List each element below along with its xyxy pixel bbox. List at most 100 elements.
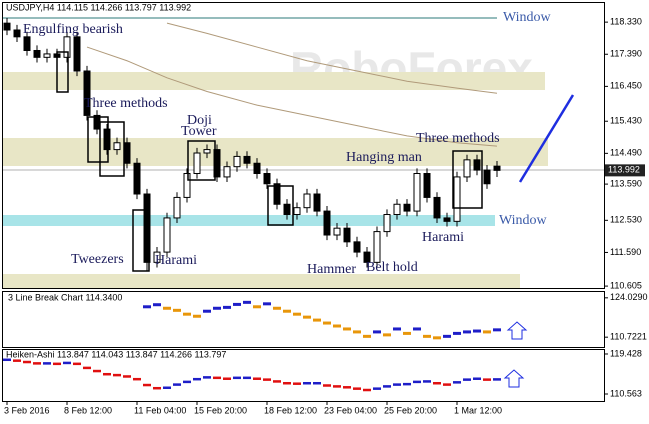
line-break-brick: [483, 330, 491, 334]
candle-body: [23, 36, 31, 51]
frame: [2, 349, 605, 402]
y-tick-label: 118.330: [610, 17, 642, 27]
heiken-ashi-bar: [433, 381, 441, 385]
line-break-brick: [333, 324, 341, 328]
y-tick-label: 119.428: [610, 348, 642, 358]
candle-body: [253, 162, 261, 175]
frame: [2, 2, 605, 289]
y-tick-label: 124.0290: [610, 292, 648, 302]
heiken-ashi-bar: [393, 383, 401, 386]
candle-body: [443, 217, 451, 222]
y-tick-label: 116.450: [610, 81, 642, 91]
heiken-ashi-bar: [453, 381, 461, 384]
line-break-brick: [403, 331, 411, 335]
zone: [3, 274, 520, 288]
candle-body: [433, 196, 441, 219]
candle-body: [463, 159, 471, 178]
candle-body: [333, 227, 341, 236]
heiken-ashi-bar: [103, 372, 111, 376]
candle-body: [193, 152, 201, 175]
last-price-box: [605, 164, 645, 177]
line-break-brick: [313, 318, 321, 322]
line-break-brick: [193, 314, 201, 318]
line-break-brick: [453, 331, 461, 335]
candle-body: [3, 22, 11, 31]
candle-body: [13, 29, 21, 38]
candle-body: [83, 70, 91, 116]
pattern-box: [132, 209, 150, 272]
candle-body: [183, 173, 191, 198]
heiken-ashi-bar: [113, 373, 121, 377]
moving-average: [166, 22, 498, 94]
heiken-ashi-bar: [123, 375, 131, 378]
x-tick-label: 23 Feb 04:00: [324, 405, 377, 415]
candle-body: [313, 193, 321, 212]
annotation: Hammer: [307, 262, 356, 277]
heiken-ashi-bar: [13, 359, 21, 362]
candle-body: [63, 36, 71, 58]
candle-body: [243, 155, 251, 164]
annotation: Three methods: [416, 131, 500, 146]
line-break-brick: [243, 300, 251, 304]
heiken-ashi-bar: [293, 382, 301, 385]
candle-body: [233, 155, 241, 168]
heiken-ashi-bar: [243, 376, 251, 380]
y-tick-label: 111.590: [610, 247, 641, 257]
line-break-brick: [183, 312, 191, 316]
heiken-ashi-bar: [423, 380, 431, 383]
annotation: Belt hold: [366, 260, 418, 275]
line-break-brick: [393, 327, 401, 331]
heiken-ashi-bar: [373, 387, 381, 390]
heiken-ashi-bar: [233, 376, 241, 380]
heiken-ashi-bar: [313, 381, 321, 385]
heiken-ashi-bar: [383, 385, 391, 388]
line-break-brick: [423, 334, 431, 338]
y-tick-label: 117.390: [610, 49, 642, 59]
chart-title: USDJPY,H4 114.115 114.266 113.797 113.99…: [6, 2, 191, 12]
heiken-ashi-bar: [333, 385, 341, 388]
series: [3, 18, 501, 392]
annotation: Engulfing bearish: [23, 22, 123, 37]
heiken-ashi-bar: [343, 386, 351, 389]
heiken-ashi-bar: [403, 382, 411, 386]
y-tick-label: 112.530: [610, 215, 642, 225]
annotation: Harami: [422, 230, 464, 245]
heiken-ashi-bar: [133, 377, 141, 381]
line-break-brick: [143, 305, 151, 309]
line-break-brick: [323, 321, 331, 325]
annotation: Three methods: [84, 96, 168, 111]
heiken-ashi-bar: [43, 362, 51, 365]
candle-body: [453, 176, 461, 222]
line-break-brick: [283, 309, 291, 313]
heiken-ashi-bar: [263, 378, 271, 381]
heiken-ashi-bar: [303, 381, 311, 385]
heiken-ashi-bar: [53, 362, 61, 366]
line-break-brick: [363, 334, 371, 338]
heiken-ashi-bar: [23, 360, 31, 364]
trend-arrow: [518, 94, 575, 183]
heiken-ashi-bar: [483, 378, 491, 381]
heiken-ashi-bar: [143, 383, 151, 387]
line-break-brick: [173, 308, 181, 312]
line-break-brick: [433, 336, 441, 340]
last-price-label: 113.992: [608, 165, 640, 175]
annotation: Hanging man: [346, 150, 422, 165]
line-break-brick: [203, 309, 211, 313]
pattern-box: [56, 51, 69, 93]
candle-body: [143, 193, 151, 263]
candle-body: [373, 231, 381, 263]
heiken-ashi-bar: [83, 366, 91, 370]
up-arrow: [503, 369, 525, 388]
x-tick-label: 8 Feb 12:00: [64, 405, 112, 415]
heiken-ashi-bar: [223, 377, 231, 380]
line-break-brick: [353, 330, 361, 334]
line-break-brick: [253, 305, 261, 309]
y-tick-label: 110.7221: [610, 332, 647, 342]
line-break-brick: [343, 327, 351, 331]
candle-body: [353, 241, 361, 253]
y-tick-label: 115.430: [610, 116, 642, 126]
line-break-brick: [303, 315, 311, 319]
candle-body: [483, 169, 491, 185]
candle-body: [423, 173, 431, 198]
annotation: Doji: [187, 113, 212, 128]
